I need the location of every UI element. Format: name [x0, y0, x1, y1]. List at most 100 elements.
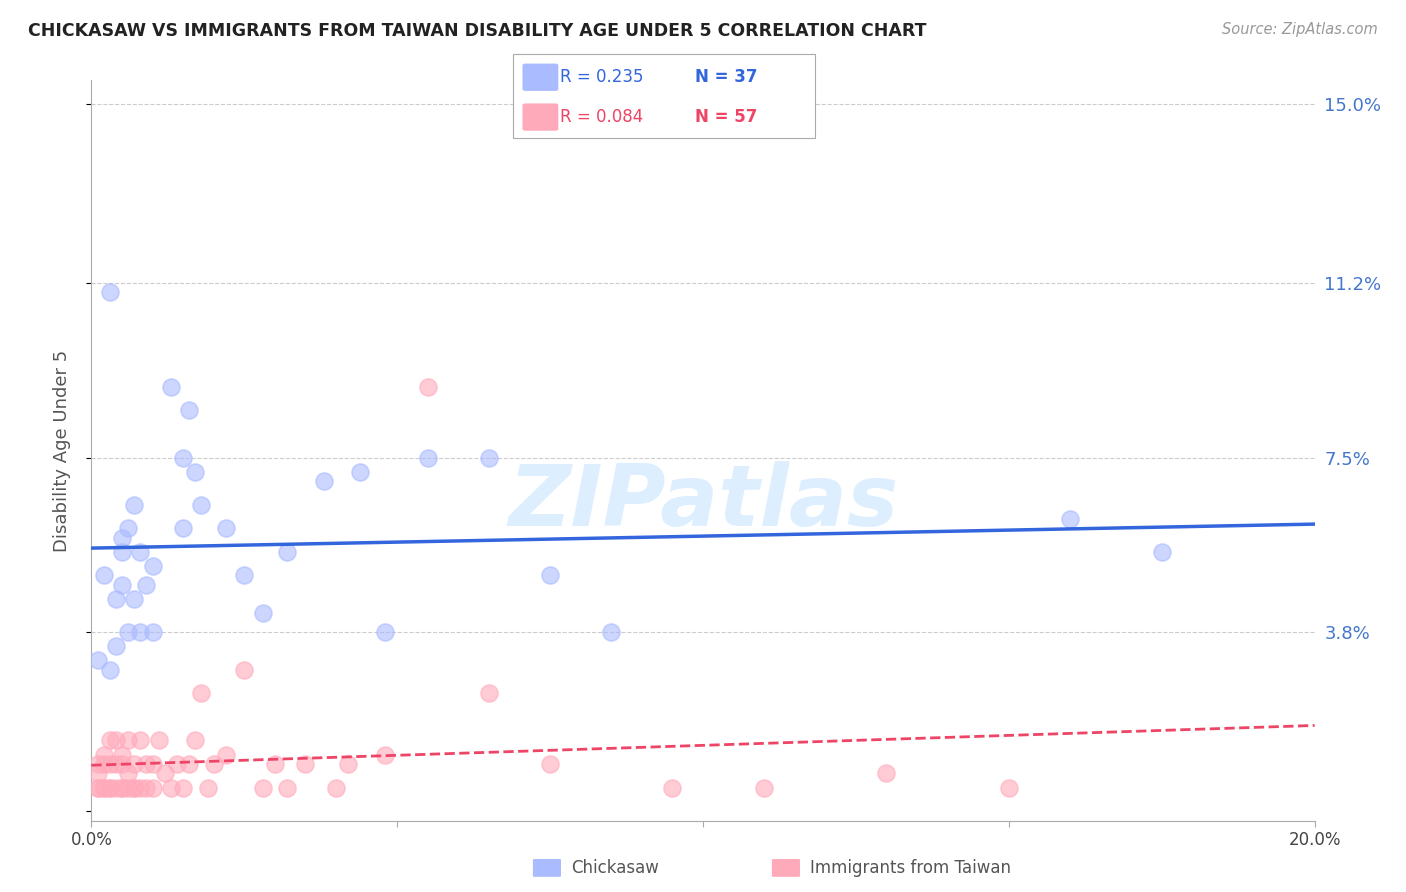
Point — [276, 545, 298, 559]
Point — [122, 498, 145, 512]
Point — [179, 403, 201, 417]
Point — [276, 780, 298, 795]
Point — [233, 568, 256, 582]
Point — [312, 474, 335, 488]
Point — [478, 450, 501, 465]
Point — [416, 380, 439, 394]
Text: R = 0.235: R = 0.235 — [560, 69, 644, 87]
Point — [93, 757, 115, 772]
Point — [129, 625, 152, 640]
Text: Immigrants from Taiwan: Immigrants from Taiwan — [810, 859, 1011, 877]
Point — [179, 757, 201, 772]
Point — [98, 663, 121, 677]
Point — [998, 780, 1021, 795]
Point — [252, 606, 274, 620]
Point — [754, 780, 776, 795]
Text: CHICKASAW VS IMMIGRANTS FROM TAIWAN DISABILITY AGE UNDER 5 CORRELATION CHART: CHICKASAW VS IMMIGRANTS FROM TAIWAN DISA… — [28, 22, 927, 40]
Point — [129, 780, 152, 795]
Point — [86, 766, 108, 780]
Point — [86, 757, 108, 772]
Point — [172, 521, 194, 535]
Point — [349, 465, 371, 479]
Point — [172, 780, 194, 795]
Point — [661, 780, 683, 795]
Text: ZIPatlas: ZIPatlas — [508, 461, 898, 544]
Point — [117, 625, 139, 640]
Point — [86, 780, 108, 795]
Point — [104, 733, 127, 747]
Point — [172, 450, 194, 465]
Point — [104, 592, 127, 607]
Point — [374, 625, 396, 640]
Point — [104, 639, 127, 653]
Text: N = 37: N = 37 — [695, 69, 756, 87]
Point — [148, 733, 170, 747]
Point — [264, 757, 287, 772]
Point — [98, 757, 121, 772]
Text: N = 57: N = 57 — [695, 108, 756, 126]
Point — [233, 663, 256, 677]
Point — [117, 733, 139, 747]
Point — [160, 380, 183, 394]
Point — [117, 766, 139, 780]
Point — [93, 747, 115, 762]
Point — [141, 559, 163, 574]
Point — [135, 757, 157, 772]
Point — [252, 780, 274, 795]
Point — [86, 653, 108, 667]
Point — [129, 733, 152, 747]
Text: Source: ZipAtlas.com: Source: ZipAtlas.com — [1222, 22, 1378, 37]
Point — [190, 498, 212, 512]
Point — [111, 780, 134, 795]
Point — [538, 568, 561, 582]
Point — [111, 531, 134, 545]
Point — [160, 780, 183, 795]
Point — [202, 757, 225, 772]
Y-axis label: Disability Age Under 5: Disability Age Under 5 — [52, 350, 70, 551]
Point — [111, 747, 134, 762]
Point — [111, 545, 134, 559]
Point — [122, 757, 145, 772]
Point — [325, 780, 347, 795]
Point — [117, 780, 139, 795]
Point — [294, 757, 316, 772]
Point — [117, 521, 139, 535]
Point — [93, 780, 115, 795]
Point — [98, 780, 121, 795]
Point — [600, 625, 623, 640]
Point — [129, 545, 152, 559]
Point — [98, 780, 121, 795]
Point — [184, 465, 207, 479]
Point — [104, 757, 127, 772]
Text: Chickasaw: Chickasaw — [571, 859, 658, 877]
Point — [337, 757, 360, 772]
Point — [153, 766, 176, 780]
Text: R = 0.084: R = 0.084 — [560, 108, 644, 126]
Point — [111, 578, 134, 592]
Point — [122, 780, 145, 795]
Point — [111, 780, 134, 795]
Point — [184, 733, 207, 747]
Point — [98, 285, 121, 300]
Point — [416, 450, 439, 465]
Point — [111, 757, 134, 772]
Point — [374, 747, 396, 762]
Point — [104, 780, 127, 795]
Point — [478, 686, 501, 700]
Point — [1150, 545, 1173, 559]
Point — [93, 780, 115, 795]
Point — [538, 757, 561, 772]
Point — [166, 757, 188, 772]
Point — [122, 780, 145, 795]
Point — [141, 757, 163, 772]
Point — [141, 625, 163, 640]
Point — [122, 592, 145, 607]
Point — [215, 521, 238, 535]
Point — [197, 780, 219, 795]
Point — [1059, 512, 1081, 526]
Point — [215, 747, 238, 762]
Point — [141, 780, 163, 795]
Point — [135, 780, 157, 795]
Point — [190, 686, 212, 700]
Point — [98, 733, 121, 747]
